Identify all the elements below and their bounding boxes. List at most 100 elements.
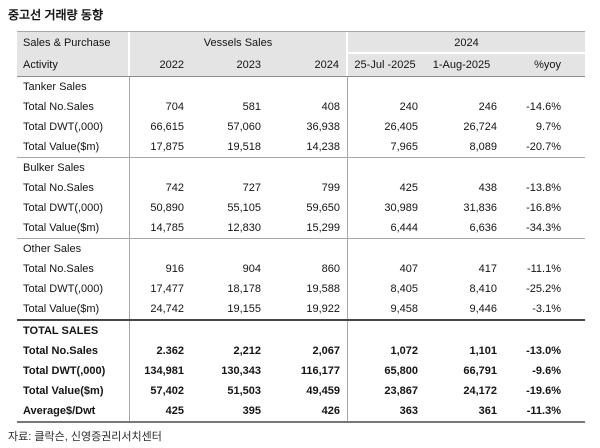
cell-value: 26,724 xyxy=(463,121,497,133)
row-label: Total Value($m) xyxy=(17,381,130,401)
section-title: TOTAL SALES xyxy=(17,321,130,341)
cell-value: 15,299 xyxy=(265,218,348,238)
table-header-group-row: Sales & Purchase Vessels Sales 2024 xyxy=(17,32,585,54)
cell-value: 9.7% xyxy=(535,121,561,133)
empty-cell xyxy=(348,239,422,259)
section-title: Bulker Sales xyxy=(17,158,130,178)
cell-value: 7,965 xyxy=(390,141,418,153)
cell-value: 2,067 xyxy=(265,341,348,361)
cell-value: 8,410 xyxy=(469,283,497,295)
cell-value: 51,503 xyxy=(227,385,261,397)
empty-cell xyxy=(422,321,501,341)
empty-cell xyxy=(188,239,265,259)
table-header-columns-row: Activity 2022 2023 2024 25-Jul -2025 1-A… xyxy=(17,54,585,77)
table-row: Total Value($m) 14,785 12,830 15,299 6,444 6,… xyxy=(17,218,585,238)
cell-value: 8,405 xyxy=(390,283,418,295)
row-label: Total DWT(,000) xyxy=(17,361,130,381)
empty-cell xyxy=(265,77,348,97)
cell-value: 55,105 xyxy=(227,202,261,214)
cell-value: 19,155 xyxy=(227,303,261,315)
cell-value: 30,989 xyxy=(384,202,418,214)
cell-value: 581 xyxy=(242,101,261,113)
sales-table: Sales & Purchase Vessels Sales 2024 Acti… xyxy=(17,31,585,423)
cell-value: 916 xyxy=(165,263,184,275)
empty-cell xyxy=(188,158,265,178)
section-header-row: TOTAL SALES xyxy=(17,319,585,341)
cell-value: 24,742 xyxy=(150,303,184,315)
cell-value: 8,089 xyxy=(469,141,497,153)
source-note: 자료: 클락슨, 신영증권리서치센터 xyxy=(8,431,162,443)
cell-value: 407 xyxy=(399,263,418,275)
empty-cell xyxy=(348,321,422,341)
table-row: Total No.Sales 2.362 2,212 2,067 1,072 1,101 -… xyxy=(17,341,585,361)
cell-value: 24,172 xyxy=(463,385,497,397)
header-col-1-aug-2025: 1-Aug-2025 xyxy=(422,54,501,76)
empty-cell xyxy=(188,77,265,97)
row-label: Total No.Sales xyxy=(17,341,130,361)
cell-value: 704 xyxy=(165,101,184,113)
cell-value: 860 xyxy=(265,259,348,279)
empty-cell xyxy=(265,158,348,178)
section-header-row: Other Sales xyxy=(17,238,585,259)
cell-value: 799 xyxy=(265,178,348,198)
header-group-vessels-sales: Vessels Sales xyxy=(130,32,348,54)
cell-value: 57,060 xyxy=(227,121,261,133)
empty-cell xyxy=(501,321,585,341)
section-title: Other Sales xyxy=(17,239,130,259)
header-col-yoy: %yoy xyxy=(501,54,585,76)
cell-value: 50,890 xyxy=(150,202,184,214)
empty-cell xyxy=(501,239,585,259)
cell-value: 417 xyxy=(478,263,497,275)
row-label: Total Value($m) xyxy=(17,299,130,319)
cell-value: 36,938 xyxy=(265,117,348,137)
empty-cell xyxy=(265,239,348,259)
table-row: Total DWT(,000) 66,615 57,060 36,938 26,405 2… xyxy=(17,117,585,137)
cell-value: 425 xyxy=(399,182,418,194)
empty-cell xyxy=(422,158,501,178)
empty-cell xyxy=(348,158,422,178)
cell-value: 17,875 xyxy=(150,141,184,153)
cell-value: 31,836 xyxy=(463,202,497,214)
empty-cell xyxy=(130,77,188,97)
empty-cell xyxy=(422,239,501,259)
cell-value: 1,101 xyxy=(469,345,497,357)
table-row: Average$/Dwt 425 395 426 363 361 -11.3% xyxy=(17,401,585,421)
cell-value: -13.8% xyxy=(526,182,561,194)
cell-value: 65,800 xyxy=(384,365,418,377)
cell-value: -20.7% xyxy=(526,141,561,153)
row-label: Total Value($m) xyxy=(17,137,130,157)
empty-cell xyxy=(501,77,585,97)
header-activity: Activity xyxy=(17,54,130,76)
cell-value: 904 xyxy=(242,263,261,275)
cell-value: 2.362 xyxy=(156,345,184,357)
header-col-25-jul-2025: 25-Jul -2025 xyxy=(348,54,422,76)
cell-value: 1,072 xyxy=(390,345,418,357)
row-label: Total Value($m) xyxy=(17,218,130,238)
cell-value: -3.1% xyxy=(532,303,561,315)
cell-value: 26,405 xyxy=(384,121,418,133)
cell-value: 14,785 xyxy=(150,222,184,234)
header-col-2024: 2024 xyxy=(265,54,348,76)
table-row: Total Value($m) 17,875 19,518 14,238 7,965 8,… xyxy=(17,137,585,157)
cell-value: -19.6% xyxy=(526,385,561,397)
table-row: Total No.Sales 916 904 860 407 417 -11.1% xyxy=(17,259,585,279)
cell-value: 14,238 xyxy=(265,137,348,157)
header-col-2022: 2022 xyxy=(130,54,188,76)
cell-value: 6,444 xyxy=(390,222,418,234)
cell-value: -16.8% xyxy=(526,202,561,214)
cell-value: -11.1% xyxy=(526,263,561,275)
cell-value: 19,518 xyxy=(227,141,261,153)
row-label: Total No.Sales xyxy=(17,259,130,279)
table-row: Total Value($m) 57,402 51,503 49,459 23,867 2… xyxy=(17,381,585,401)
cell-value: 23,867 xyxy=(384,385,418,397)
row-label: Average$/Dwt xyxy=(17,401,130,421)
cell-value: 9,446 xyxy=(469,303,497,315)
cell-value: 395 xyxy=(242,405,261,417)
cell-value: 425 xyxy=(165,405,184,417)
cell-value: 59,650 xyxy=(265,198,348,218)
empty-cell xyxy=(130,239,188,259)
report-page: { "title": "중고선 거래량 동향", "source": "자료: … xyxy=(0,6,600,448)
cell-value: -11.3% xyxy=(526,405,561,417)
table-row: Total No.Sales 742 727 799 425 438 -13.8% xyxy=(17,178,585,198)
header-sales-purchase: Sales & Purchase xyxy=(17,32,130,54)
